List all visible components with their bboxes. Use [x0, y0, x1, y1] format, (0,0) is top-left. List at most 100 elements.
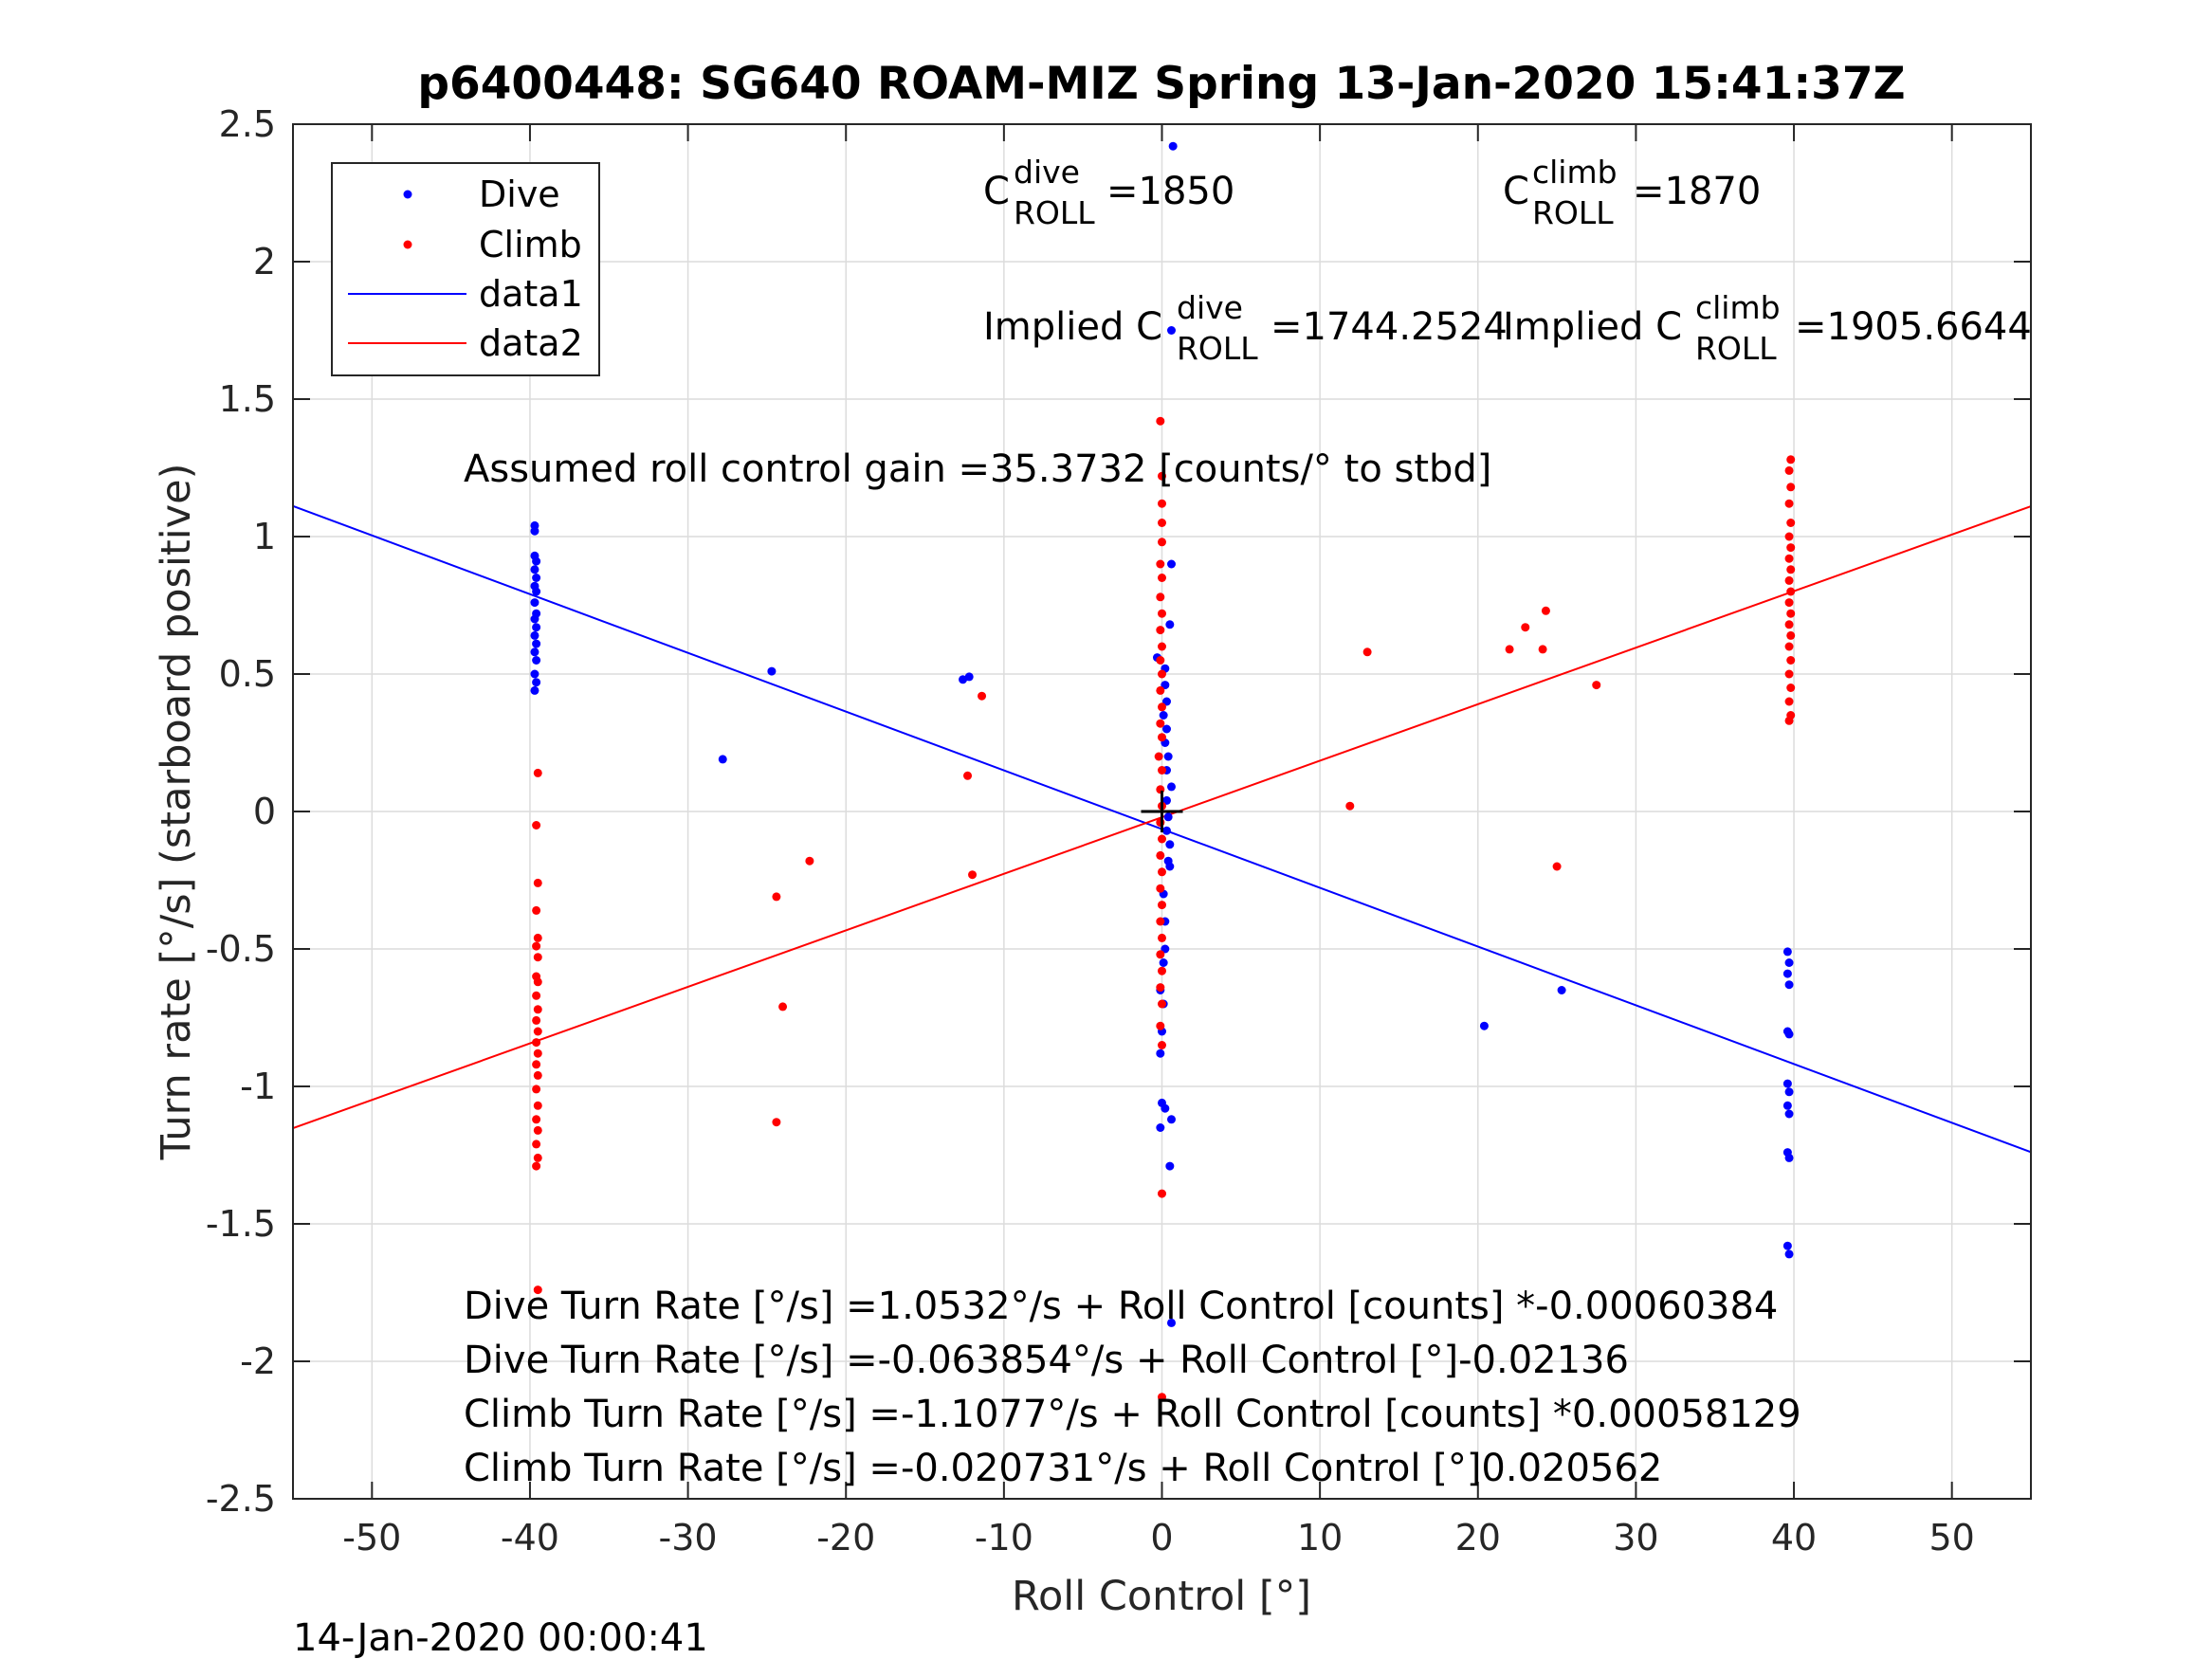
point-climb — [533, 878, 542, 887]
point-climb — [532, 1015, 541, 1025]
point-climb — [532, 1038, 541, 1048]
x-tick-label: 50 — [1929, 1517, 1975, 1559]
timestamp: 14-Jan-2020 00:00:41 — [293, 1616, 708, 1659]
point-dive — [532, 656, 541, 665]
point-dive — [1479, 1021, 1489, 1030]
point-climb — [533, 977, 542, 987]
point-dive — [530, 526, 539, 536]
point-climb — [1156, 719, 1165, 728]
point-climb — [1158, 574, 1166, 582]
point-climb — [533, 933, 542, 942]
point-dive — [1159, 711, 1168, 720]
x-tick-label: -40 — [501, 1517, 559, 1559]
point-dive — [1782, 1101, 1792, 1110]
point-dive — [1782, 1079, 1792, 1088]
c-roll-dive-prefix: C — [983, 170, 1010, 213]
point-climb — [1786, 519, 1796, 527]
point-climb — [978, 691, 987, 701]
point-climb — [1158, 867, 1166, 877]
point-climb — [1784, 620, 1794, 629]
point-climb — [968, 870, 978, 880]
point-dive — [1557, 986, 1566, 994]
point-dive — [1784, 958, 1794, 967]
y-tick-label: 0 — [253, 791, 276, 832]
y-tick-label: -1.5 — [206, 1203, 276, 1245]
implied-dive-sub: ROLL — [1177, 330, 1258, 367]
point-dive — [530, 685, 539, 695]
point-climb — [963, 771, 973, 780]
center-marker — [1141, 791, 1183, 832]
y-tick-label: -2 — [240, 1340, 276, 1382]
svg-text:C: C — [983, 170, 1010, 213]
svg-text:C: C — [1503, 170, 1529, 213]
c-roll-dive-sup: dive — [1014, 154, 1080, 191]
point-climb — [1158, 702, 1166, 712]
point-climb — [1786, 630, 1796, 640]
y-axis-label: Turn rate [°/s] (starboard positive) — [153, 464, 200, 1161]
c-roll-climb-value: =1870 — [1633, 170, 1761, 213]
implied-climb-annotation: Implied C climb ROLL =1905.6644 — [1503, 289, 2032, 367]
point-climb — [1784, 575, 1794, 585]
point-climb — [1345, 801, 1355, 811]
point-climb — [532, 905, 541, 915]
point-climb — [1156, 416, 1165, 426]
point-climb — [532, 991, 541, 1000]
legend-dive-marker — [403, 190, 412, 199]
legend: Dive Climb data1 data2 — [331, 162, 600, 376]
point-dive — [530, 598, 539, 608]
x-tick-label: 40 — [1771, 1517, 1817, 1559]
point-climb — [1156, 559, 1165, 569]
point-climb — [1538, 645, 1547, 654]
x-tick-label: -30 — [659, 1517, 718, 1559]
c-roll-climb-sub: ROLL — [1532, 194, 1614, 231]
point-climb — [1156, 592, 1165, 602]
point-climb — [1786, 587, 1796, 596]
point-dive — [1782, 947, 1792, 957]
x-tick-label: 10 — [1297, 1517, 1343, 1559]
point-climb — [805, 856, 814, 866]
point-dive — [718, 755, 727, 764]
c-roll-climb-prefix: C — [1503, 170, 1529, 213]
point-dive — [1165, 862, 1175, 871]
point-dive — [1784, 1249, 1794, 1259]
point-climb — [772, 1118, 781, 1127]
point-climb — [533, 1005, 542, 1014]
x-tick-label: -10 — [975, 1517, 1033, 1559]
equation-climb-degrees: Climb Turn Rate [°/s] =-0.020731°/s + Ro… — [464, 1447, 1662, 1490]
x-axis-label: Roll Control [°] — [1012, 1573, 1311, 1620]
point-dive — [1166, 1318, 1176, 1327]
point-climb — [533, 1153, 542, 1162]
y-tick-label: 0.5 — [219, 653, 276, 695]
x-tick-label: -50 — [342, 1517, 401, 1559]
point-climb — [532, 1161, 541, 1171]
point-climb — [1505, 645, 1514, 654]
point-dive — [1782, 969, 1792, 978]
point-climb — [1786, 656, 1796, 665]
chart-title: p6400448: SG640 ROAM-MIZ Spring 13-Jan-2… — [417, 58, 1905, 110]
point-dive — [1166, 782, 1176, 792]
c-roll-dive-sub: ROLL — [1014, 194, 1095, 231]
point-climb — [1158, 669, 1166, 679]
point-climb — [1158, 471, 1166, 481]
legend-climb-label: Climb — [479, 224, 582, 265]
implied-dive-sup: dive — [1177, 289, 1243, 326]
point-dive — [1166, 1115, 1176, 1124]
implied-dive-value: =1744.2524 — [1271, 305, 1508, 349]
point-dive — [1159, 958, 1168, 967]
point-dive — [1161, 724, 1171, 734]
y-tick-label: 2 — [253, 241, 276, 283]
point-climb — [533, 1125, 542, 1135]
point-dive — [532, 556, 541, 566]
axis-ticks: -50 -40 -30 -20 -10 0 10 20 30 40 50 2.5 2 1.5 1 0.5 0 -0… — [206, 103, 2031, 1559]
point-climb — [1158, 1041, 1166, 1049]
point-climb — [1592, 681, 1601, 690]
point-climb — [532, 1060, 541, 1069]
point-climb — [1786, 483, 1796, 492]
point-climb — [533, 768, 542, 777]
point-climb — [1786, 609, 1796, 618]
point-dive — [1784, 1109, 1794, 1119]
x-tick-label: 0 — [1150, 1517, 1173, 1559]
y-tick-label: 1 — [253, 516, 276, 557]
point-dive — [1784, 980, 1794, 990]
point-dive — [964, 672, 974, 682]
